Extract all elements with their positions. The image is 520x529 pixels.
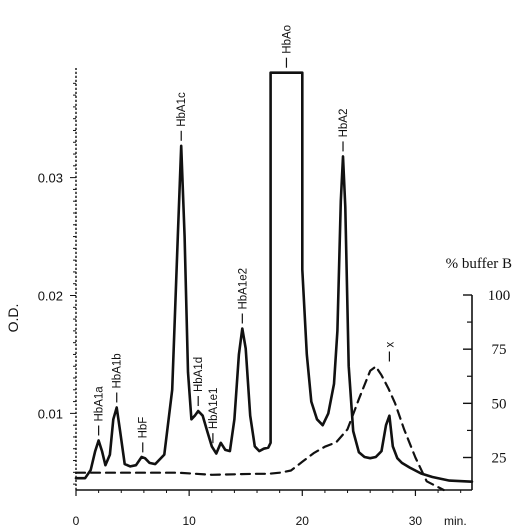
x-tick-label: 10 (182, 514, 196, 528)
peak-label: HbA1c (176, 92, 188, 127)
y-tick-label: 0.03 (38, 171, 63, 186)
peak-label: HbA2 (338, 109, 350, 138)
x-tick-label: 20 (296, 514, 310, 528)
x-tick-label: 0 (73, 514, 80, 528)
y-tick-label: 0.01 (38, 406, 63, 421)
right-tick-label: 25 (492, 451, 507, 467)
y-axis-label: O.D. (5, 304, 21, 333)
peak-label: HbA1a (94, 386, 106, 422)
x-axis-unit: min. (444, 514, 467, 528)
right-tick-label: 100 (488, 288, 511, 304)
peak-label: HbA1d (193, 357, 205, 392)
buffer-gradient-line (74, 365, 445, 492)
peak-label: HbA1b (112, 353, 124, 388)
right-tick-label: 75 (492, 342, 507, 358)
peak-label: HbAo (281, 25, 293, 54)
y-tick-label: 0.02 (38, 289, 63, 304)
right-tick-label: 50 (492, 396, 507, 412)
peak-label: HbA1e1 (208, 388, 220, 430)
peak-label: HbF (138, 417, 150, 439)
peak-label: x (384, 342, 396, 348)
absorbance-trace (74, 71, 474, 483)
peak-label: HbA1e2 (237, 268, 249, 310)
right-axis-label: % buffer B (446, 256, 512, 272)
x-tick-label: 30 (409, 514, 423, 528)
